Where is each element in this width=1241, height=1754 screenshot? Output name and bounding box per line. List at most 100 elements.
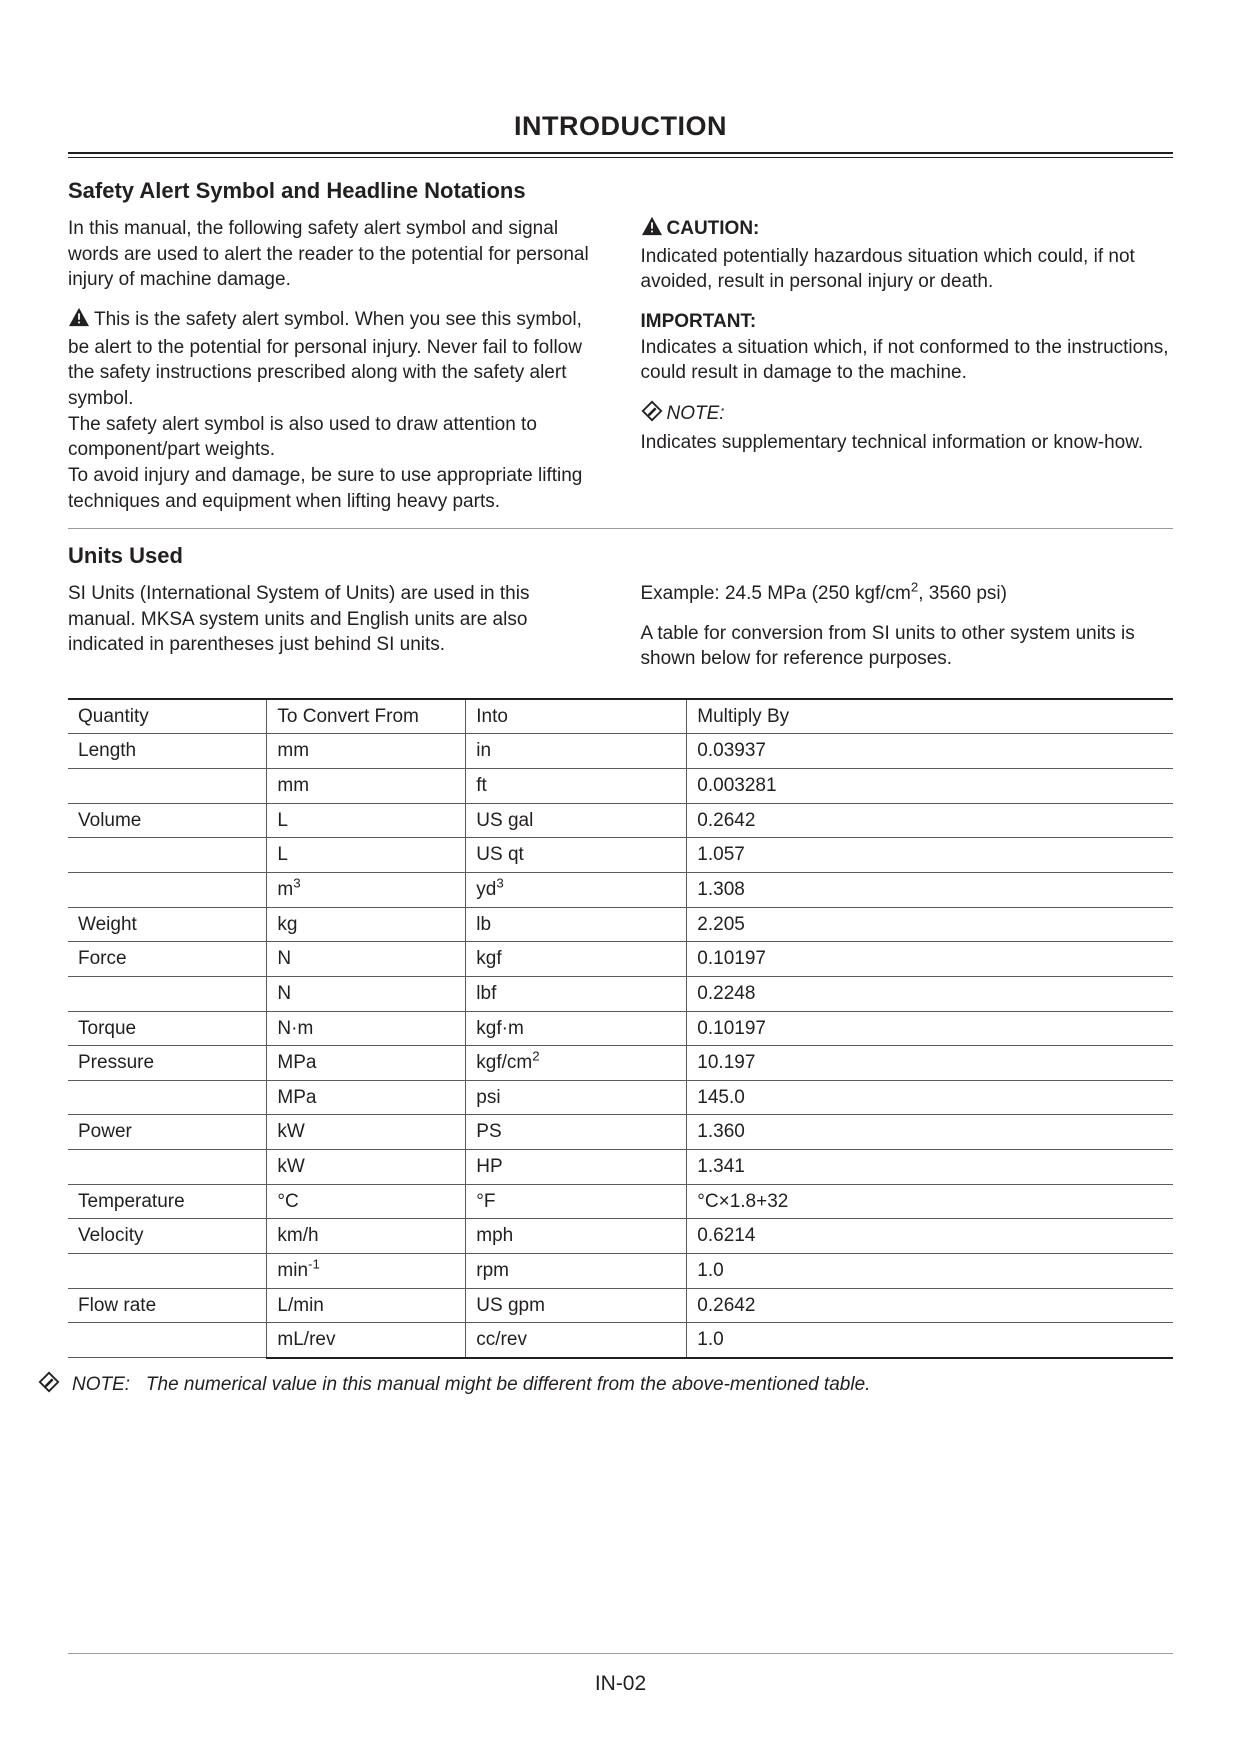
cell-mult: 0.2248: [687, 976, 1173, 1011]
table-row: ForceNkgf0.10197: [68, 942, 1173, 977]
cell-from: mm: [267, 769, 466, 804]
cell-mult: 0.2642: [687, 1288, 1173, 1323]
cell-from: mm: [267, 734, 466, 769]
cell-from: kW: [267, 1115, 466, 1150]
cell-quantity: [68, 838, 267, 873]
table-row: Nlbf0.2248: [68, 976, 1173, 1011]
cell-into: yd3: [466, 872, 687, 907]
units-columns: SI Units (International System of Units)…: [68, 581, 1173, 672]
cell-quantity: [68, 872, 267, 907]
cell-from: N·m: [267, 1011, 466, 1046]
table-row: mmft0.003281: [68, 769, 1173, 804]
cell-mult: 0.03937: [687, 734, 1173, 769]
alert-icon: [68, 307, 90, 335]
cell-into: PS: [466, 1115, 687, 1150]
page-number: IN-02: [0, 1670, 1241, 1698]
safety-alert-text-c: To avoid injury and damage, be sure to u…: [68, 465, 582, 512]
caution-label: CAUTION:: [667, 218, 760, 239]
units-right-col: Example: 24.5 MPa (250 kgf/cm2, 3560 psi…: [641, 581, 1174, 672]
cell-into: lbf: [466, 976, 687, 1011]
cell-quantity: [68, 1150, 267, 1185]
table-row: m3yd31.308: [68, 872, 1173, 907]
table-row: Temperature°C°F°C×1.8+32: [68, 1184, 1173, 1219]
cell-mult: 10.197: [687, 1046, 1173, 1081]
cell-mult: 2.205: [687, 907, 1173, 942]
alert-icon: [641, 216, 663, 244]
cell-into: mph: [466, 1219, 687, 1254]
cell-into: ft: [466, 769, 687, 804]
section-heading-units: Units Used: [68, 541, 1173, 571]
conversion-table: Quantity To Convert From Into Multiply B…: [68, 698, 1173, 1359]
table-row: Weightkglb2.205: [68, 907, 1173, 942]
cell-quantity: Temperature: [68, 1184, 267, 1219]
cell-quantity: Weight: [68, 907, 267, 942]
table-row: VolumeLUS gal0.2642: [68, 803, 1173, 838]
cell-quantity: Force: [68, 942, 267, 977]
table-row: min-1rpm1.0: [68, 1254, 1173, 1289]
safety-alert-para: This is the safety alert symbol. When yo…: [68, 307, 601, 514]
section-divider: [68, 528, 1173, 529]
cell-into: kgf·m: [466, 1011, 687, 1046]
cell-into: in: [466, 734, 687, 769]
safety-left-col: In this manual, the following safety ale…: [68, 216, 601, 514]
title-underline: [68, 157, 1173, 158]
cell-from: L: [267, 803, 466, 838]
note-block: NOTE: Indicates supplementary technical …: [641, 400, 1174, 455]
cell-quantity: [68, 1254, 267, 1289]
cell-from: kg: [267, 907, 466, 942]
footer-rule: [68, 1653, 1173, 1654]
cell-from: MPa: [267, 1046, 466, 1081]
table-header-row: Quantity To Convert From Into Multiply B…: [68, 699, 1173, 734]
cell-quantity: [68, 769, 267, 804]
cell-from: N: [267, 942, 466, 977]
cell-quantity: Torque: [68, 1011, 267, 1046]
cell-mult: 1.360: [687, 1115, 1173, 1150]
page-title: INTRODUCTION: [68, 108, 1173, 154]
important-block: IMPORTANT: Indicates a situation which, …: [641, 309, 1174, 386]
footnote-label: NOTE:: [72, 1374, 130, 1395]
cell-from: km/h: [267, 1219, 466, 1254]
note-icon: [641, 400, 663, 430]
cell-mult: 1.0: [687, 1323, 1173, 1358]
cell-from: °C: [267, 1184, 466, 1219]
cell-into: psi: [466, 1080, 687, 1115]
cell-mult: 0.003281: [687, 769, 1173, 804]
cell-quantity: Pressure: [68, 1046, 267, 1081]
cell-from: kW: [267, 1150, 466, 1185]
safety-columns: In this manual, the following safety ale…: [68, 216, 1173, 514]
cell-mult: 145.0: [687, 1080, 1173, 1115]
th-quantity: Quantity: [68, 699, 267, 734]
units-example: Example: 24.5 MPa (250 kgf/cm2, 3560 psi…: [641, 581, 1174, 607]
cell-from: m3: [267, 872, 466, 907]
safety-intro-para: In this manual, the following safety ale…: [68, 216, 601, 293]
units-intro-para: SI Units (International System of Units)…: [68, 581, 601, 658]
caution-block: CAUTION: Indicated potentially hazardous…: [641, 216, 1174, 295]
cell-from: N: [267, 976, 466, 1011]
cell-mult: 1.0: [687, 1254, 1173, 1289]
cell-mult: 1.057: [687, 838, 1173, 873]
cell-into: HP: [466, 1150, 687, 1185]
cell-quantity: [68, 1323, 267, 1358]
cell-quantity: Flow rate: [68, 1288, 267, 1323]
units-left-col: SI Units (International System of Units)…: [68, 581, 601, 672]
cell-from: L/min: [267, 1288, 466, 1323]
cell-into: kgf: [466, 942, 687, 977]
footnote-text: The numerical value in this manual might…: [146, 1374, 871, 1395]
important-text: Indicates a situation which, if not conf…: [641, 337, 1169, 384]
cell-into: rpm: [466, 1254, 687, 1289]
table-footnote: NOTE: The numerical value in this manual…: [68, 1371, 1173, 1401]
cell-from: MPa: [267, 1080, 466, 1115]
table-row: mL/revcc/rev1.0: [68, 1323, 1173, 1358]
cell-into: lb: [466, 907, 687, 942]
table-row: PressureMPakgf/cm210.197: [68, 1046, 1173, 1081]
table-row: Velocitykm/hmph0.6214: [68, 1219, 1173, 1254]
cell-mult: 0.10197: [687, 1011, 1173, 1046]
table-row: PowerkWPS1.360: [68, 1115, 1173, 1150]
cell-mult: 0.6214: [687, 1219, 1173, 1254]
th-from: To Convert From: [267, 699, 466, 734]
cell-into: US qt: [466, 838, 687, 873]
th-into: Into: [466, 699, 687, 734]
table-row: TorqueN·mkgf·m0.10197: [68, 1011, 1173, 1046]
cell-quantity: [68, 976, 267, 1011]
cell-quantity: Length: [68, 734, 267, 769]
